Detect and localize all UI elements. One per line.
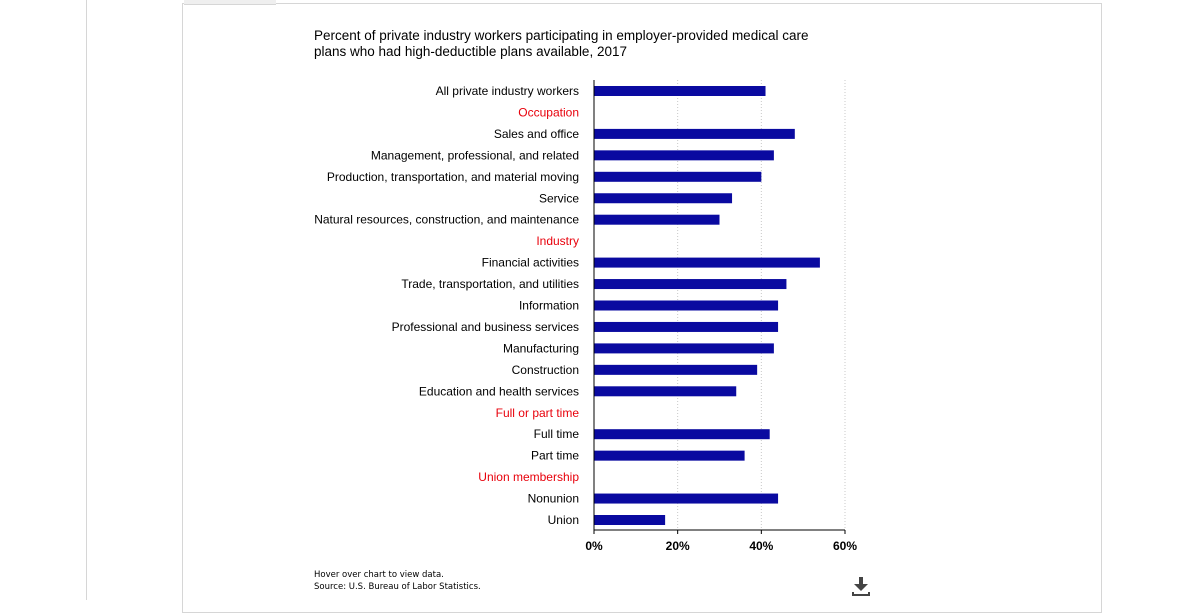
bar[interactable] [594,515,666,525]
bar[interactable] [594,150,774,161]
bar[interactable] [594,171,762,182]
hover-note: Hover over chart to view data. [314,570,444,580]
page-left-rule [86,0,87,600]
bar[interactable] [594,257,820,268]
bar[interactable] [594,86,766,96]
bar[interactable] [594,493,779,504]
chart-title-line-2: plans who had high-deductible plans avai… [314,44,627,59]
category-label: Full time [534,427,580,441]
bar[interactable] [594,300,779,311]
category-label: Nonunion [528,492,579,506]
category-label: Management, professional, and related [371,148,579,162]
category-label: Service [539,191,579,205]
group-header-label: Occupation [518,105,579,119]
group-header-label: Union membership [478,470,579,484]
bar[interactable] [594,193,733,204]
x-tick-label: 20% [666,539,690,553]
category-label: Production, transportation, and material… [327,170,579,184]
category-label: All private industry workers [436,84,579,98]
bar[interactable] [594,214,720,225]
panel-tab[interactable] [184,0,276,5]
category-label: Construction [512,363,579,377]
category-label: Trade, transportation, and utilities [401,277,579,291]
category-label: Sales and office [494,127,579,141]
category-label: Natural resources, construction, and mai… [314,213,579,227]
x-tick-label: 0% [585,539,603,553]
category-label: Manufacturing [503,341,579,355]
group-header-label: Full or part time [496,406,580,420]
chart-notes: Hover over chart to view data. Source: U… [314,569,481,593]
bar[interactable] [594,128,795,139]
category-label: Financial activities [482,256,579,270]
group-header-label: Industry [536,234,579,248]
bar-chart[interactable]: All private industry workers Occupation Sa… [0,0,1192,600]
category-label: Union [548,513,579,527]
bar[interactable] [594,321,779,332]
download-icon[interactable] [850,575,872,597]
x-tick-label: 40% [749,539,773,553]
bar[interactable] [594,386,737,397]
category-label: Information [519,299,579,313]
category-label: Part time [531,449,579,463]
category-label: Education and health services [419,384,579,398]
category-label: Professional and business services [392,320,579,334]
chart-title-line-1: Percent of private industry workers part… [314,28,809,43]
bar[interactable] [594,429,770,440]
source-note: Source: U.S. Bureau of Labor Statistics. [314,582,481,592]
bar[interactable] [594,343,774,354]
bar[interactable] [594,364,758,375]
bar[interactable] [594,279,787,290]
bar[interactable] [594,450,745,461]
x-tick-label: 60% [833,539,857,553]
chart-title: Percent of private industry workers part… [314,28,854,60]
